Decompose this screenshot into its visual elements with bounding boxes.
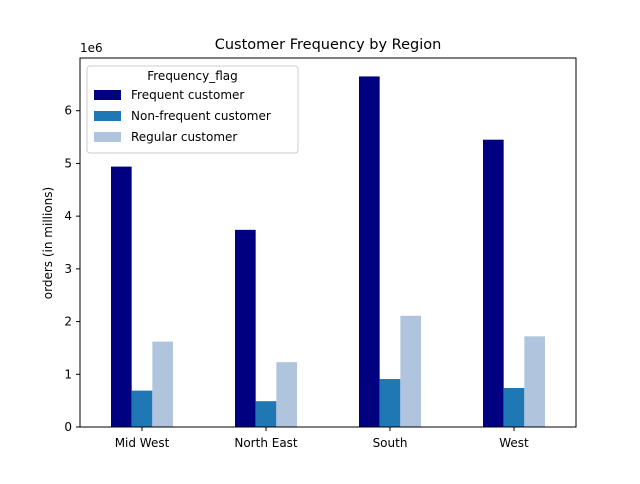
- y-axis-offset-label: 1e6: [80, 41, 103, 55]
- legend-label: Non-frequent customer: [131, 109, 271, 123]
- legend-box: [86, 65, 299, 154]
- y-tick-label: 1: [64, 367, 72, 381]
- x-tick-label: Mid West: [115, 436, 170, 450]
- legend-swatch: [94, 90, 121, 100]
- bar-west-non-frequent-customer: [503, 387, 525, 427]
- y-tick-label: 6: [64, 104, 72, 118]
- plot-frame: [79, 57, 577, 428]
- bar-mid-west-frequent-customer: [111, 166, 132, 427]
- y-tick-label: 2: [64, 315, 72, 329]
- legend-swatch: [94, 111, 121, 121]
- legend-title: Frequency_flag: [147, 69, 238, 83]
- y-axis-label: orders (in millions): [41, 187, 55, 299]
- bar-south-regular-customer: [400, 315, 421, 427]
- x-tick-label: South: [373, 436, 408, 450]
- bar-north-east-non-frequent-customer: [255, 401, 277, 427]
- bar-north-east-regular-customer: [276, 362, 297, 427]
- bar-mid-west-regular-customer: [152, 341, 173, 427]
- chart-title: Customer Frequency by Region: [215, 37, 442, 53]
- bar-north-east-frequent-customer: [235, 229, 256, 427]
- bar-mid-west-non-frequent-customer: [131, 390, 153, 427]
- axes-layer: Mid West North East South West 0 1 2 3 4 5 6: [64, 57, 577, 450]
- y-tick-label: 3: [64, 262, 72, 276]
- legend-swatch: [94, 132, 121, 142]
- legend-label: Regular customer: [131, 130, 237, 144]
- legend-label: Frequent customer: [131, 88, 244, 102]
- x-tick-label: West: [499, 436, 529, 450]
- y-tick-label: 0: [64, 420, 72, 434]
- y-tick-label: 4: [64, 209, 72, 223]
- bar-west-regular-customer: [524, 336, 545, 427]
- y-tick-label: 5: [64, 156, 72, 170]
- bar-west-frequent-customer: [483, 139, 504, 427]
- x-tick-label: North East: [234, 436, 298, 450]
- bar-south-non-frequent-customer: [379, 379, 401, 427]
- bar-south-frequent-customer: [359, 76, 380, 427]
- legend: Frequency_flag Frequent customer Non-frequ…: [86, 65, 299, 154]
- bars-layer: [111, 76, 545, 427]
